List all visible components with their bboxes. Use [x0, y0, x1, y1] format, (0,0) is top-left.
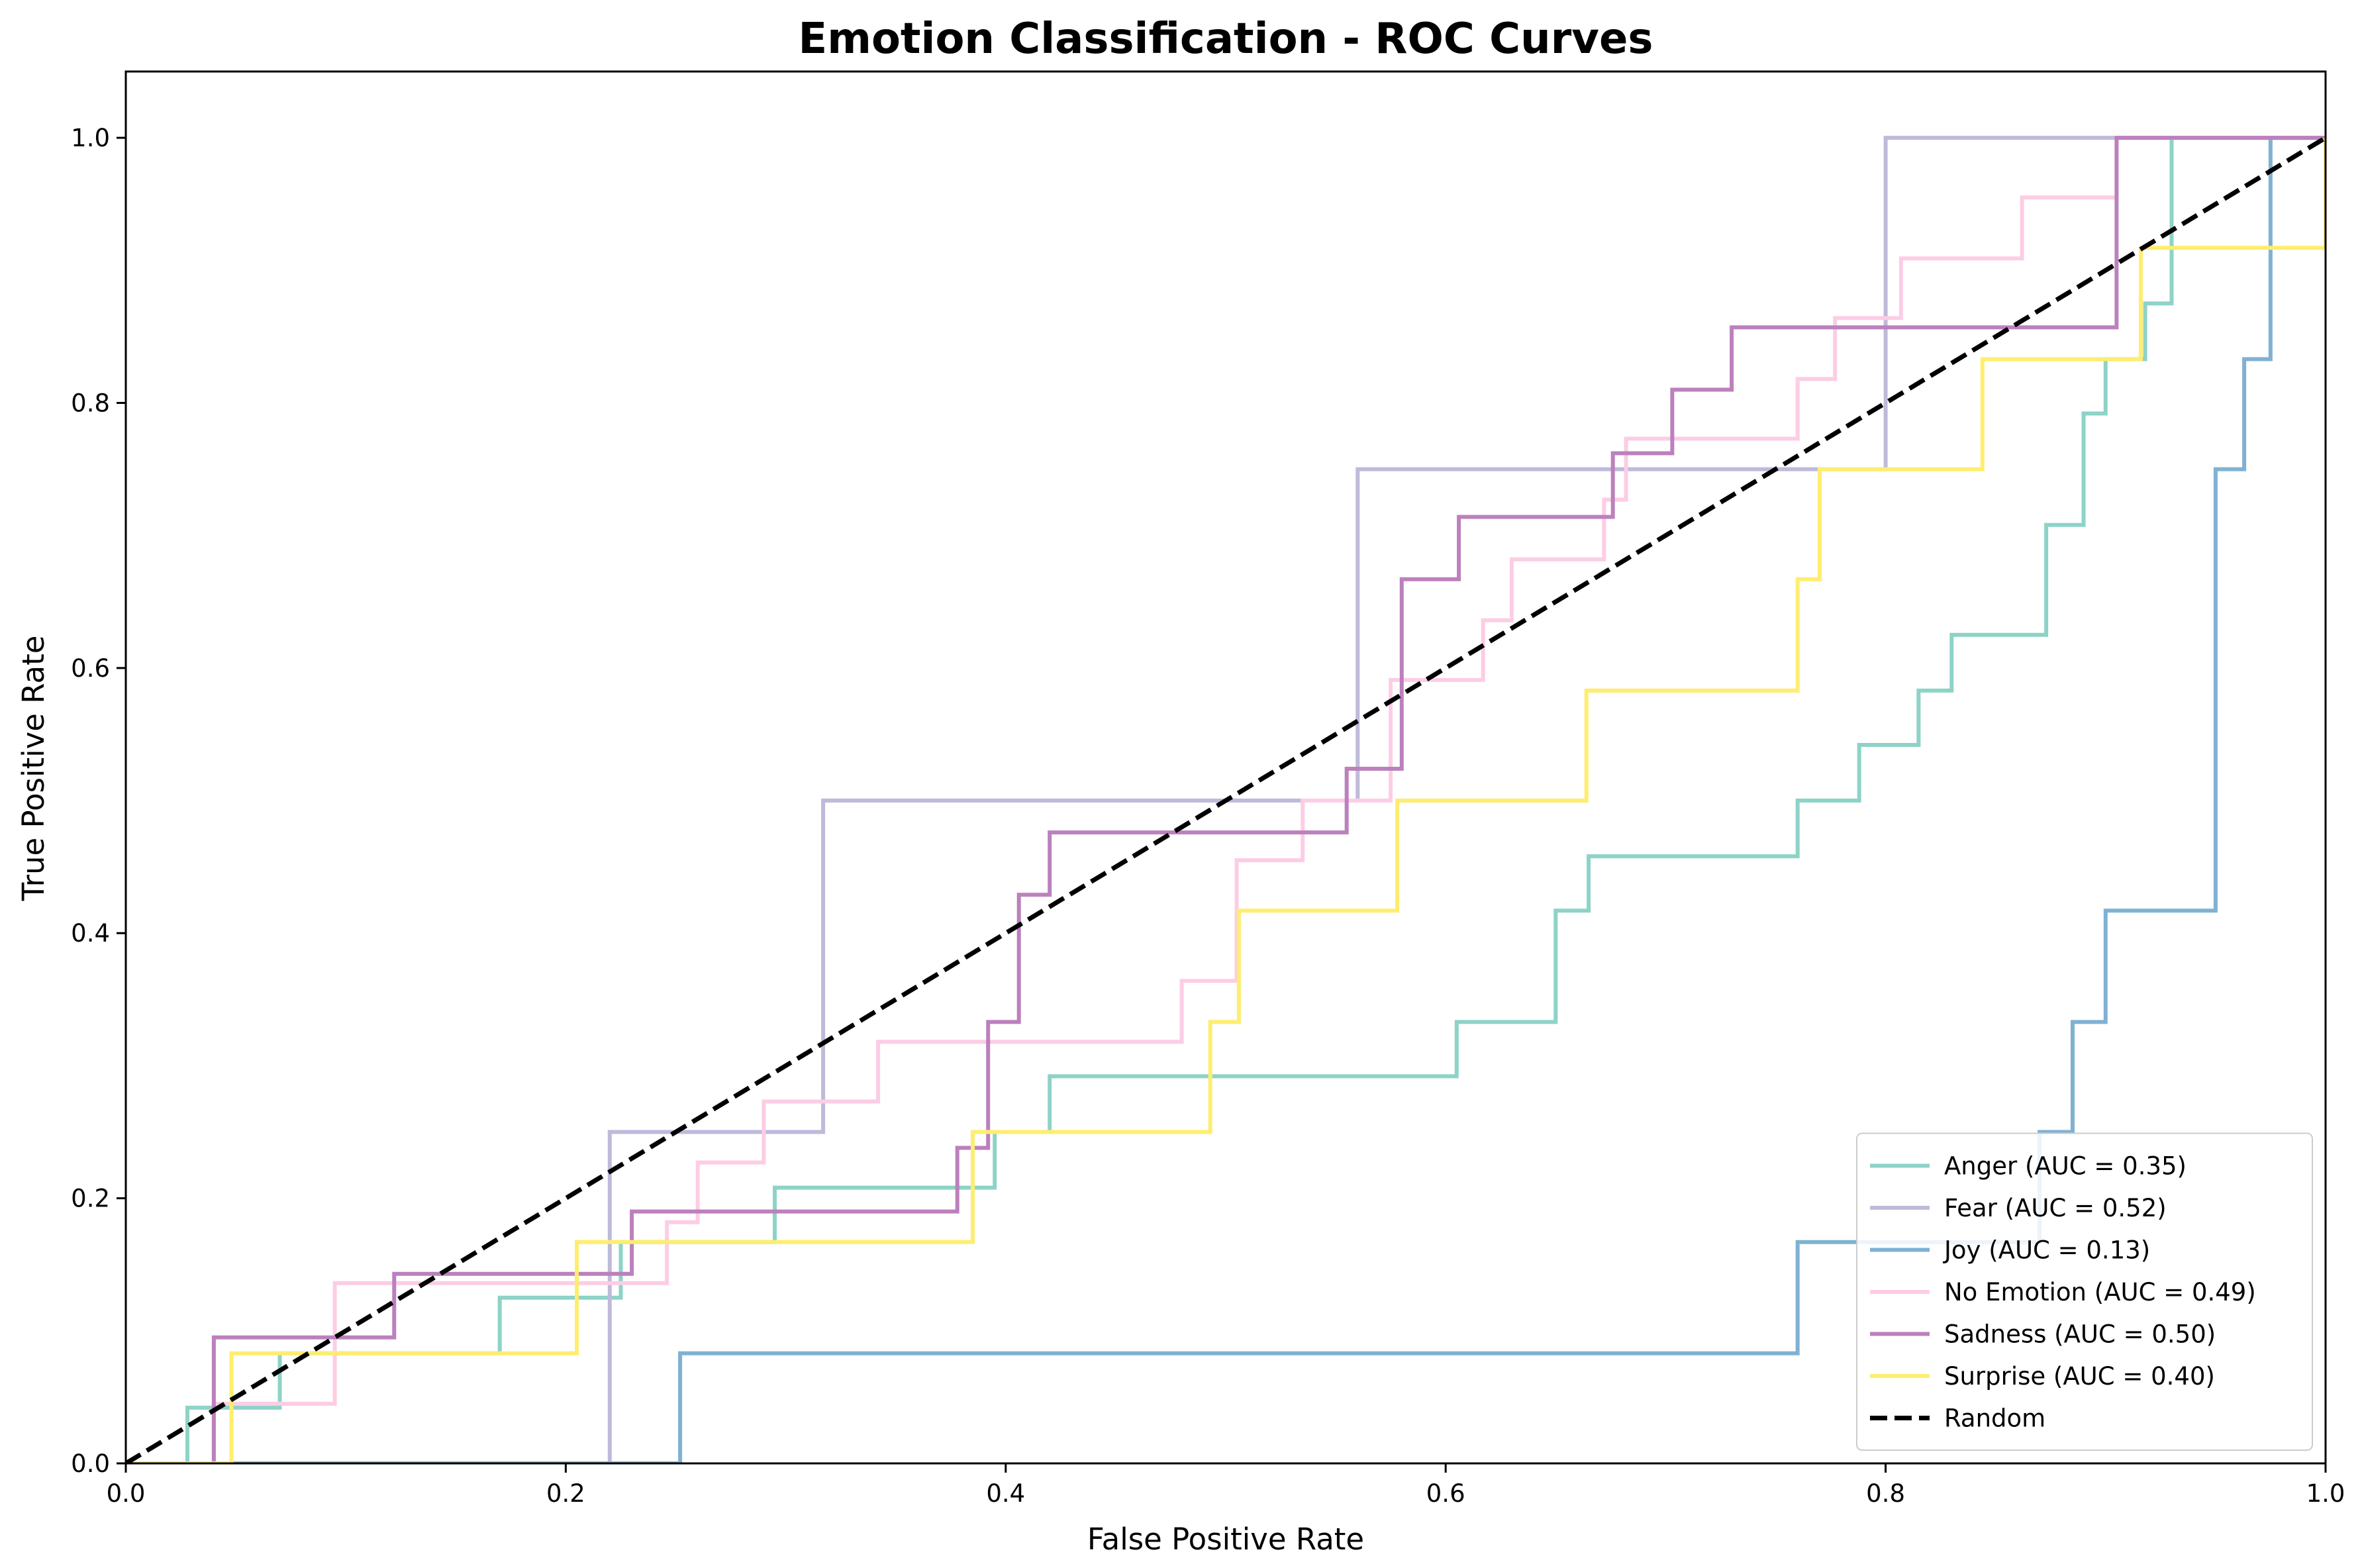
- x-tick-label: 0.4: [986, 1479, 1025, 1508]
- series-line-anger: [126, 136, 2326, 1463]
- y-tick-label: 1.0: [71, 124, 110, 152]
- y-tick-label: 0.8: [71, 389, 110, 417]
- series-line-surprise: [126, 138, 2326, 1463]
- legend-entry-label: Surprise (AUC = 0.40): [1944, 1362, 2215, 1391]
- x-tick-label: 0.6: [1426, 1479, 1465, 1508]
- y-tick-label: 0.2: [71, 1185, 110, 1213]
- x-tick-label: 0.2: [546, 1479, 585, 1508]
- series-line-fear: [126, 136, 2326, 1463]
- series-line-sadness: [126, 136, 2326, 1463]
- legend-entry-label: Fear (AUC = 0.52): [1944, 1194, 2167, 1222]
- x-tick-label: 0.8: [1866, 1479, 1905, 1508]
- x-axis-label: False Positive Rate: [1087, 1522, 1364, 1557]
- x-tick-label: 0.0: [107, 1479, 146, 1508]
- plot-frame: [124, 70, 2327, 1465]
- chart-title: Emotion Classification - ROC Curves: [799, 15, 1653, 64]
- series-line-joy: [126, 136, 2326, 1463]
- legend: Anger (AUC = 0.35) Fear (AUC = 0.52) Joy (…: [1856, 1132, 2313, 1451]
- legend-entry-label: Joy (AUC = 0.13): [1943, 1236, 2150, 1265]
- series-line-random: [126, 136, 2326, 1463]
- x-tick-label: 1.0: [2306, 1479, 2345, 1508]
- legend-entry-label: Sadness (AUC = 0.50): [1944, 1320, 2216, 1349]
- y-tick-label: 0.0: [71, 1449, 110, 1478]
- legend-box: [1856, 1132, 2313, 1451]
- plot-area: 0.0 0.2 0.4 0.6 0.8 1.0 0.0 0.2 0.4 0.6 0.8 1.0 Ange…: [71, 70, 2345, 1508]
- y-axis-label: True Positive Rate: [16, 636, 51, 902]
- legend-entry-label: No Emotion (AUC = 0.49): [1944, 1278, 2256, 1306]
- series-line-no-emotion: [126, 136, 2326, 1463]
- legend-entry-label: Random: [1944, 1404, 2045, 1433]
- y-tick-label: 0.4: [71, 919, 110, 948]
- legend-entry-label: Anger (AUC = 0.35): [1944, 1152, 2187, 1181]
- series-group: [126, 136, 2326, 1463]
- y-tick-label: 0.6: [71, 654, 110, 683]
